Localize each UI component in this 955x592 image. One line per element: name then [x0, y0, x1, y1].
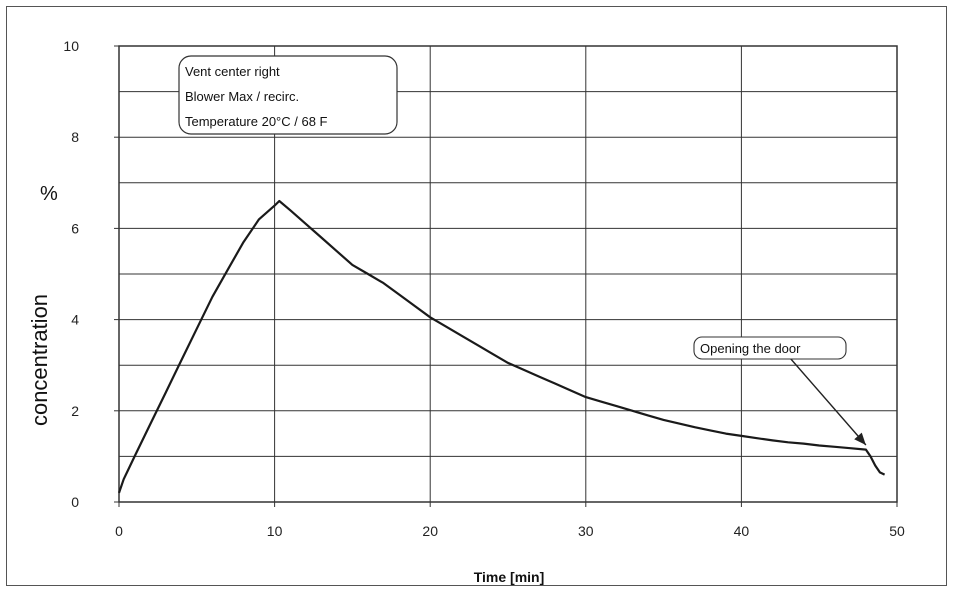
x-axis-title: Time [min]: [474, 569, 545, 585]
info-box-line-3: Temperature 20°C / 68 F: [185, 114, 328, 129]
info-box-line-1: Vent center right: [185, 64, 280, 79]
x-tick-label: 30: [578, 523, 594, 539]
y-tick-label: 6: [71, 220, 79, 236]
door-annotation: Opening the door: [693, 336, 867, 446]
x-tick-label: 20: [422, 523, 438, 539]
door-arrow: [789, 357, 867, 446]
axis-ticks: 0 10 20 30 40 50 0 2 4 6 8 10: [63, 38, 905, 539]
y-unit-label: %: [40, 183, 58, 205]
info-box: Vent center right Blower Max / recirc. T…: [178, 55, 398, 135]
y-tick-label: 8: [71, 129, 79, 145]
x-tick-label: 10: [267, 523, 283, 539]
y-tick-label: 10: [63, 38, 79, 54]
x-tick-label: 0: [115, 523, 123, 539]
y-tick-label: 2: [71, 403, 79, 419]
y-tick-label: 0: [71, 494, 79, 510]
door-arrowhead: [854, 432, 866, 445]
info-box-line-2: Blower Max / recirc.: [185, 89, 299, 104]
chart-frame: [6, 6, 947, 586]
y-tick-label: 4: [71, 312, 79, 328]
series-line: [117, 199, 886, 494]
x-tick-label: 50: [889, 523, 905, 539]
x-tick-label: 40: [734, 523, 750, 539]
info-box-frame: [178, 55, 398, 135]
y-axis-title: concentration: [27, 294, 52, 426]
door-annotation-text: Opening the door: [700, 341, 801, 356]
door-annotation-frame: [693, 336, 847, 360]
plot-border: [118, 45, 898, 503]
